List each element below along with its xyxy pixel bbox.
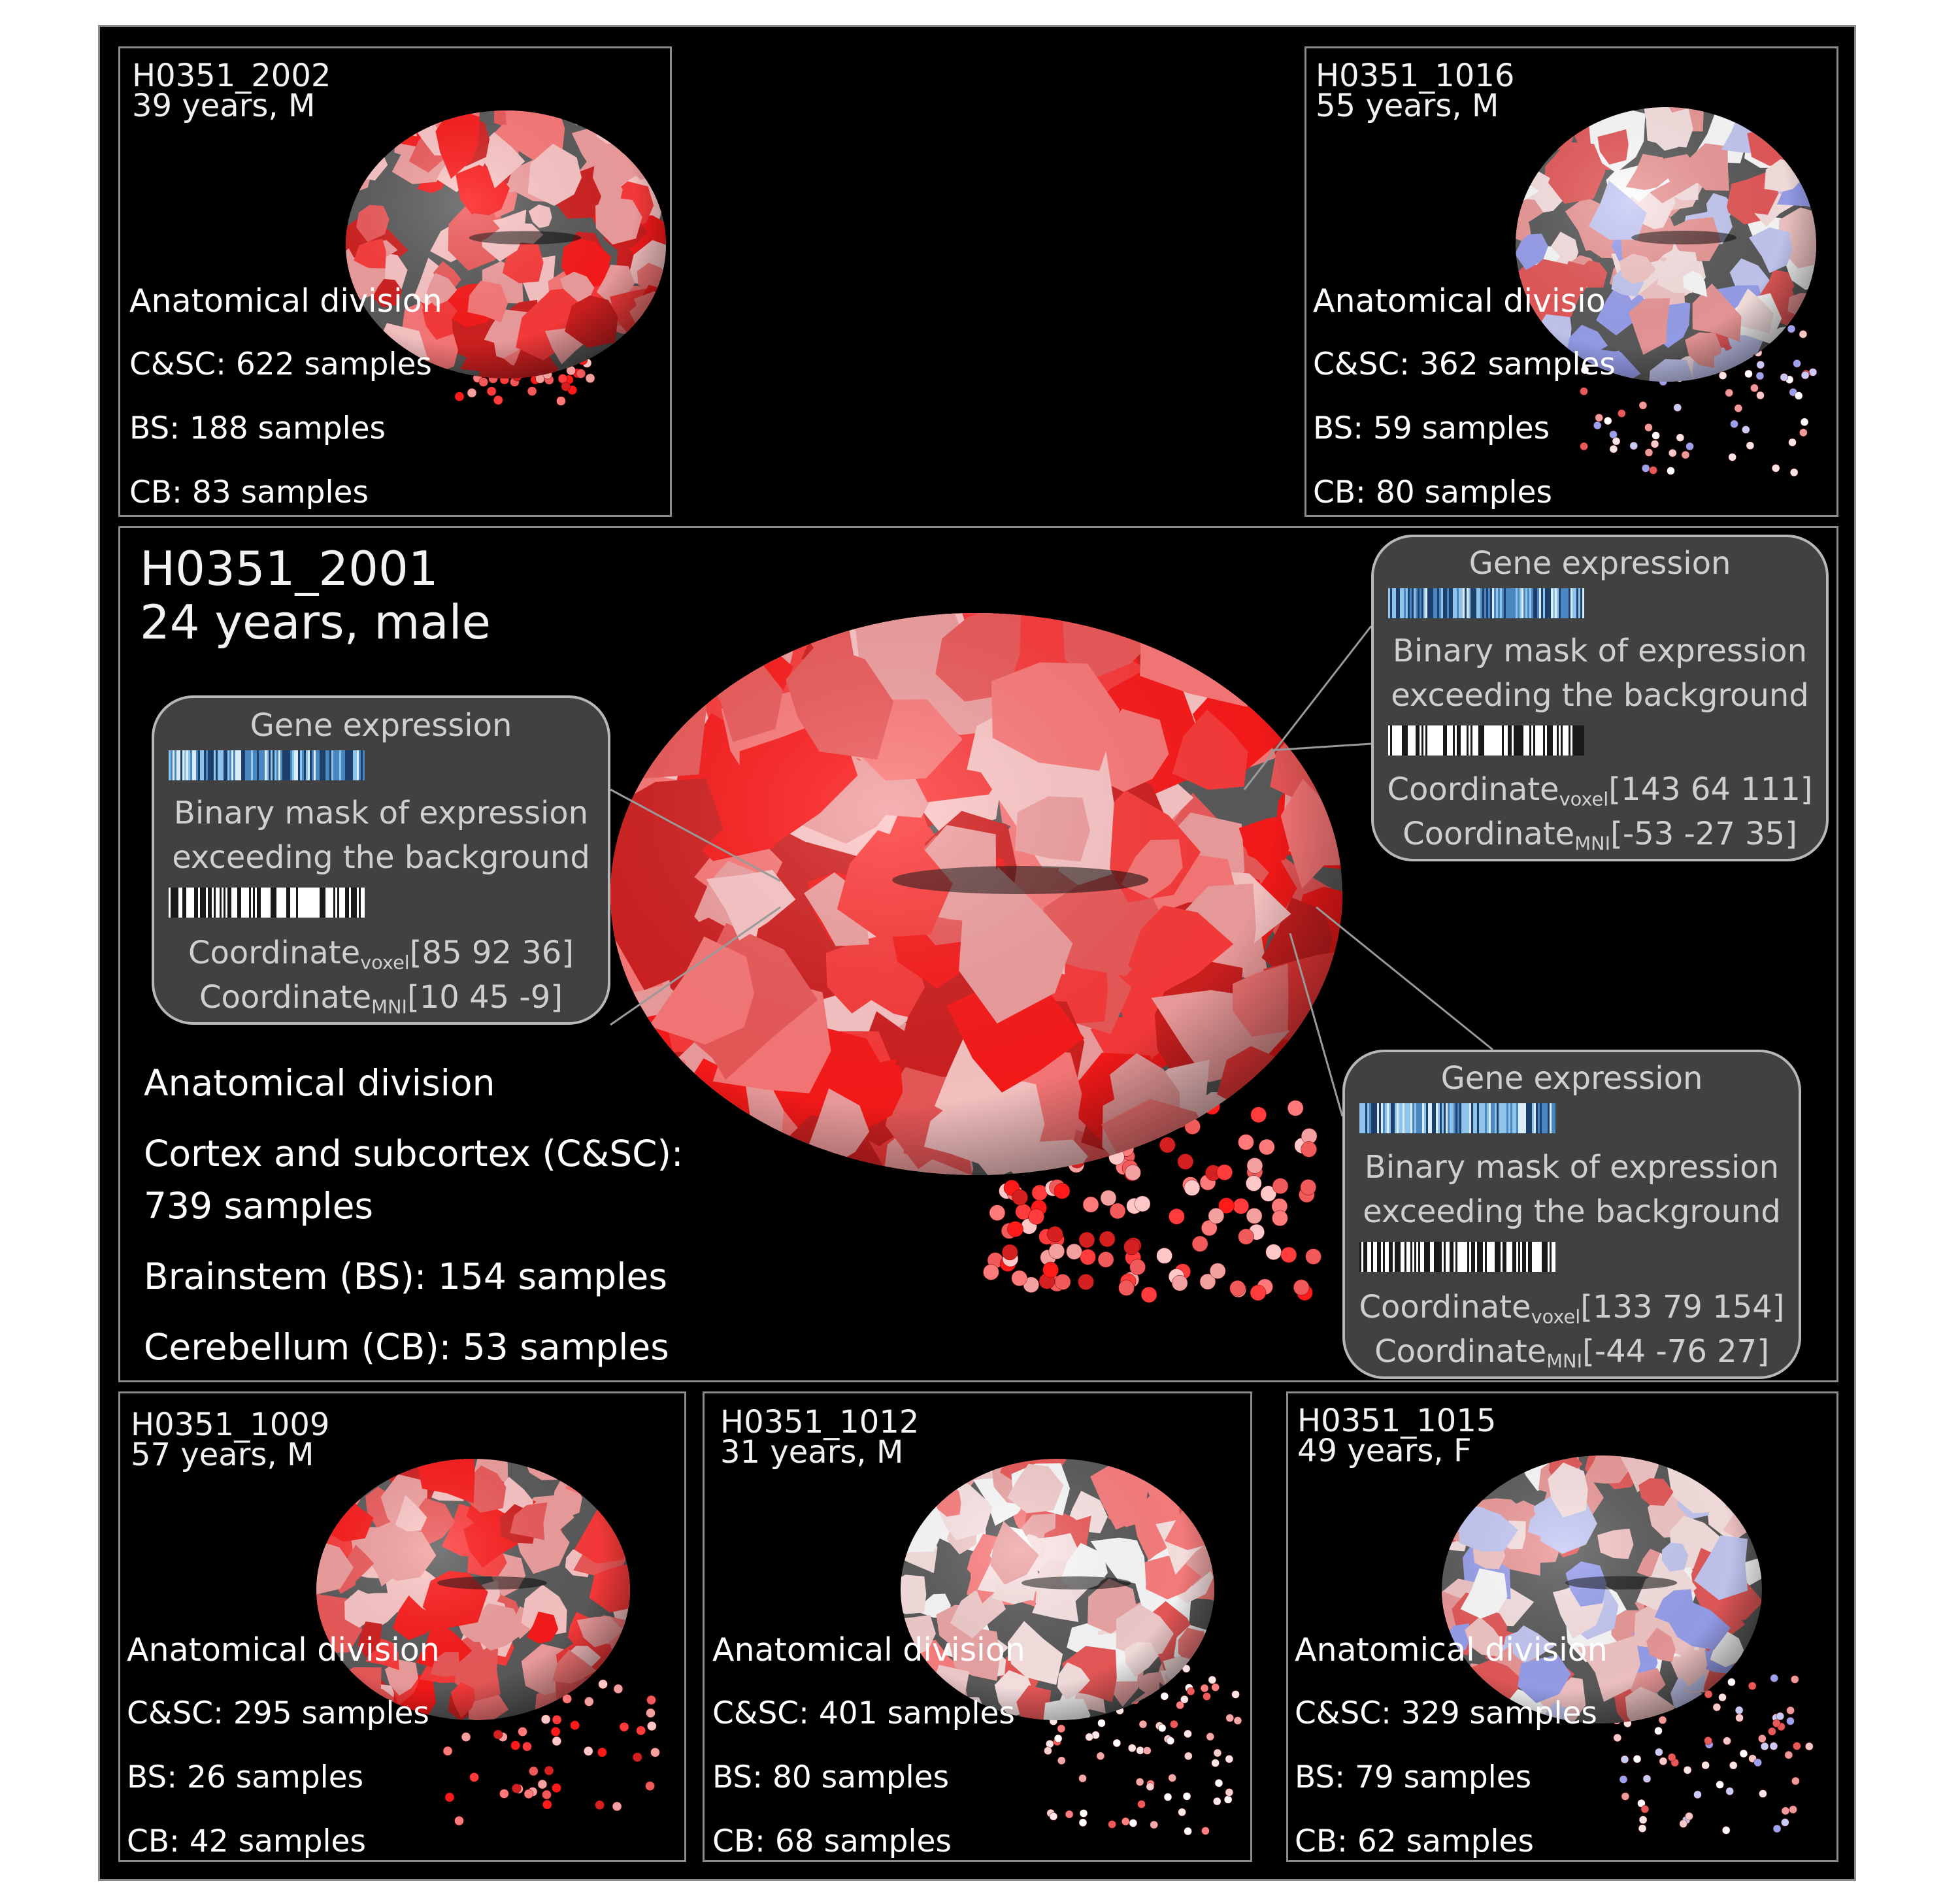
binary-mask-barcode [169,888,365,918]
cb-count: CB: 83 samples [129,474,369,510]
mni-coordinate: CoordinateMNI[-53 -27 35] [1403,816,1797,855]
donor-id: H0351_2002 [132,58,331,94]
mask-label-line1: Binary mask of expression [173,795,589,831]
expression-barcode [169,750,365,780]
csc-count: C&SC: 329 samples [1295,1695,1597,1731]
donor-info: 57 years, M [131,1437,314,1473]
brain-render [901,1459,1242,1836]
main-donor-panel: H0351_2001 24 years, male Anatomical div… [118,526,1838,1382]
division-heading: Anatomical divisio [1313,282,1606,320]
brain-render [1516,107,1818,477]
expression-barcode [1388,588,1584,618]
cb-count: CB: 42 samples [127,1823,366,1859]
callout-title: Gene expression [1440,1060,1703,1097]
csc-count: C&SC: 295 samples [127,1695,429,1731]
mask-label-line2: exceeding the background [1391,677,1809,714]
gene-expression-callout: Gene expression Binary mask of expressio… [152,695,610,1025]
donor-info: 31 years, M [720,1434,904,1471]
donor-panel-H0351_1012: H0351_1012 31 years, M Anatomical divisi… [703,1391,1252,1862]
bs-count: BS: 59 samples [1313,410,1550,446]
division-heading: Anatomical division [1295,1631,1608,1669]
csc-label: Cortex and subcortex (C&SC): [144,1133,684,1174]
binary-mask-barcode [1388,725,1584,756]
cb-count: CB: 80 samples [1313,474,1552,510]
csc-count: 739 samples [144,1185,374,1227]
donor-id: H0351_1016 [1316,58,1515,94]
csc-count: C&SC: 401 samples [712,1695,1015,1731]
division-heading: Anatomical division [144,1062,495,1104]
donor-info: 55 years, M [1316,88,1499,124]
donor-info: 49 years, F [1297,1433,1472,1469]
cb-count: CB: 68 samples [712,1823,952,1859]
bs-count: BS: 79 samples [1295,1759,1532,1795]
csc-count: C&SC: 362 samples [1313,346,1616,382]
division-heading: Anatomical division [127,1631,440,1669]
mask-label-line1: Binary mask of expression [1392,633,1808,669]
division-heading: Anatomical division [129,282,442,320]
mni-coordinate: CoordinateMNI[10 45 -9] [199,979,563,1018]
cb-count: Cerebellum (CB): 53 samples [144,1326,669,1368]
bs-count: BS: 26 samples [127,1759,364,1795]
cb-count: CB: 62 samples [1295,1823,1534,1859]
main-donor-info: 24 years, male [140,595,491,650]
gene-expression-callout: Gene expression Binary mask of expressio… [1371,535,1829,861]
expression-barcode [1359,1103,1555,1133]
donor-panel-H0351_1009: H0351_1009 57 years, M Anatomical divisi… [118,1391,686,1862]
callout-title: Gene expression [1469,545,1731,582]
donor-info: 39 years, M [132,88,316,124]
brain-render [1442,1455,1814,1835]
bs-count: Brainstem (BS): 154 samples [144,1256,667,1297]
mask-label-line1: Binary mask of expression [1364,1149,1780,1186]
donor-id: H0351_1009 [131,1406,330,1443]
mask-label-line2: exceeding the background [1363,1193,1781,1230]
voxel-coordinate: Coordinatevoxel[143 64 111] [1387,771,1813,810]
binary-mask-barcode [1359,1242,1555,1272]
callout-title: Gene expression [250,707,512,744]
voxel-coordinate: Coordinatevoxel[133 79 154] [1359,1289,1785,1328]
donor-panel-H0351_2002: H0351_2002 39 years, M Anatomical divisi… [118,46,672,517]
brain-render [316,1459,660,1826]
bs-count: BS: 188 samples [129,410,386,446]
donor-id: H0351_1012 [720,1404,920,1440]
brain-render [346,110,666,406]
gene-expression-callout: Gene expression Binary mask of expressio… [1342,1050,1801,1379]
csc-count: C&SC: 622 samples [129,346,432,382]
mni-coordinate: CoordinateMNI[-44 -76 27] [1374,1333,1769,1372]
voxel-coordinate: Coordinatevoxel[85 92 36] [188,935,574,974]
bs-count: BS: 80 samples [712,1759,950,1795]
donor-id: H0351_1015 [1297,1403,1497,1439]
figure-frame: H0351_2002 39 years, M Anatomical divisi… [98,25,1856,1881]
main-donor-id: H0351_2001 [140,541,439,596]
donor-panel-H0351_1015: H0351_1015 49 years, F Anatomical divisi… [1286,1391,1838,1862]
donor-panel-H0351_1016: H0351_1016 55 years, M Anatomical divisi… [1304,46,1838,517]
division-heading: Anatomical division [712,1631,1025,1669]
main-brain-render [610,613,1493,1303]
mask-label-line2: exceeding the background [172,839,590,876]
